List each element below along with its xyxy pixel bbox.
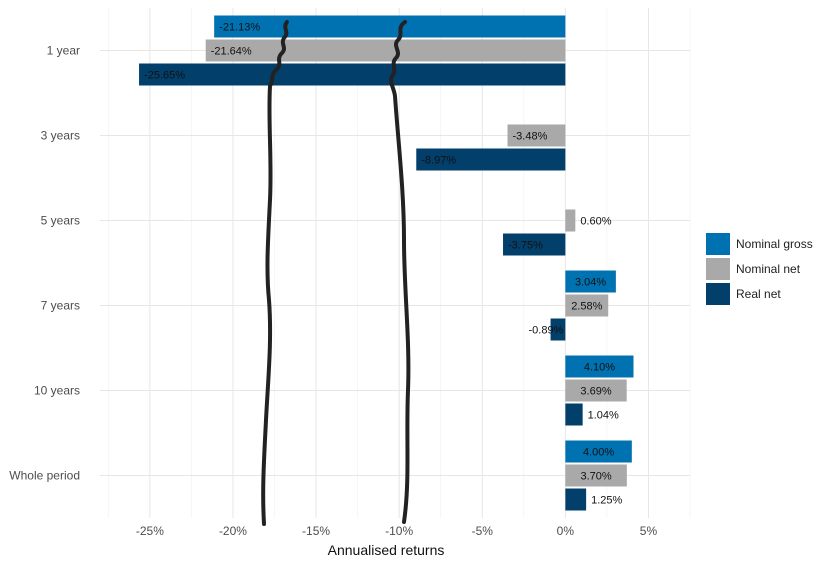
data-label: 0.60% (580, 216, 611, 228)
data-label: 4.10% (584, 362, 615, 374)
bar (565, 440, 632, 463)
data-label: 1.25% (591, 495, 622, 507)
bar (507, 124, 566, 147)
bar (139, 63, 566, 86)
legend-swatch (706, 283, 730, 305)
bar (205, 39, 566, 62)
data-label: 3.04% (575, 277, 606, 289)
y-category-label: 7 years (41, 299, 80, 313)
y-category-label: Whole period (9, 469, 80, 483)
legend: Nominal gross Nominal net Real net (706, 232, 813, 307)
bar (503, 233, 566, 256)
hand-drawn-line-left (261, 20, 289, 526)
hand-drawn-annotations (261, 20, 411, 526)
legend-swatch (706, 233, 730, 255)
x-axis-ticks: -25% -20% -15% -10% -5% 0% 5% (136, 524, 658, 538)
legend-label: Real net (736, 287, 781, 301)
data-label: 4.00% (583, 447, 614, 459)
x-tick-label: -20% (219, 524, 247, 538)
data-label: -3.48% (513, 131, 548, 143)
x-tick-label: 5% (640, 524, 658, 538)
bar (565, 209, 576, 232)
data-label: -0.89% (528, 325, 563, 337)
legend-item[interactable]: Nominal gross (706, 232, 813, 256)
legend-label: Nominal net (736, 262, 801, 276)
data-label: 3.69% (580, 386, 611, 398)
legend-label: Nominal gross (736, 237, 813, 251)
data-label: 2.58% (571, 301, 602, 313)
bar (565, 270, 616, 293)
bar (565, 488, 587, 511)
bar (214, 15, 566, 38)
x-axis-title: Annualised returns (328, 542, 445, 558)
x-tick-label: -10% (385, 524, 413, 538)
bar (565, 355, 634, 378)
bar (565, 464, 627, 487)
legend-item[interactable]: Real net (706, 282, 813, 306)
bar (565, 403, 583, 426)
data-label: 3.70% (580, 471, 611, 483)
data-label: -3.75% (508, 240, 543, 252)
y-category-label: 10 years (34, 384, 80, 398)
hand-drawn-line-right (389, 20, 411, 524)
y-category-label: 1 year (47, 44, 80, 58)
data-label: -8.97% (421, 155, 456, 167)
bar (550, 318, 566, 341)
bars (139, 15, 634, 511)
data-labels: -21.13% -21.64% -25.65% -3.48% -8.97% 0.60% -3… (144, 22, 622, 507)
x-tick-label: -25% (136, 524, 164, 538)
data-label: -21.64% (211, 46, 252, 58)
bar (416, 148, 566, 171)
bar (565, 294, 609, 317)
bar (565, 379, 627, 402)
y-axis-categories: 1 year 3 years 5 years 7 years 10 years Whole… (9, 44, 80, 483)
data-label: -25.65% (144, 70, 185, 82)
x-tick-label: 0% (557, 524, 575, 538)
legend-item[interactable]: Nominal net (706, 257, 813, 281)
y-category-label: 3 years (41, 129, 80, 143)
x-tick-label: -5% (472, 524, 494, 538)
x-tick-label: -15% (302, 524, 330, 538)
data-label: -21.13% (219, 22, 260, 34)
data-label: 1.04% (588, 410, 619, 422)
y-category-label: 5 years (41, 214, 80, 228)
legend-swatch (706, 258, 730, 280)
